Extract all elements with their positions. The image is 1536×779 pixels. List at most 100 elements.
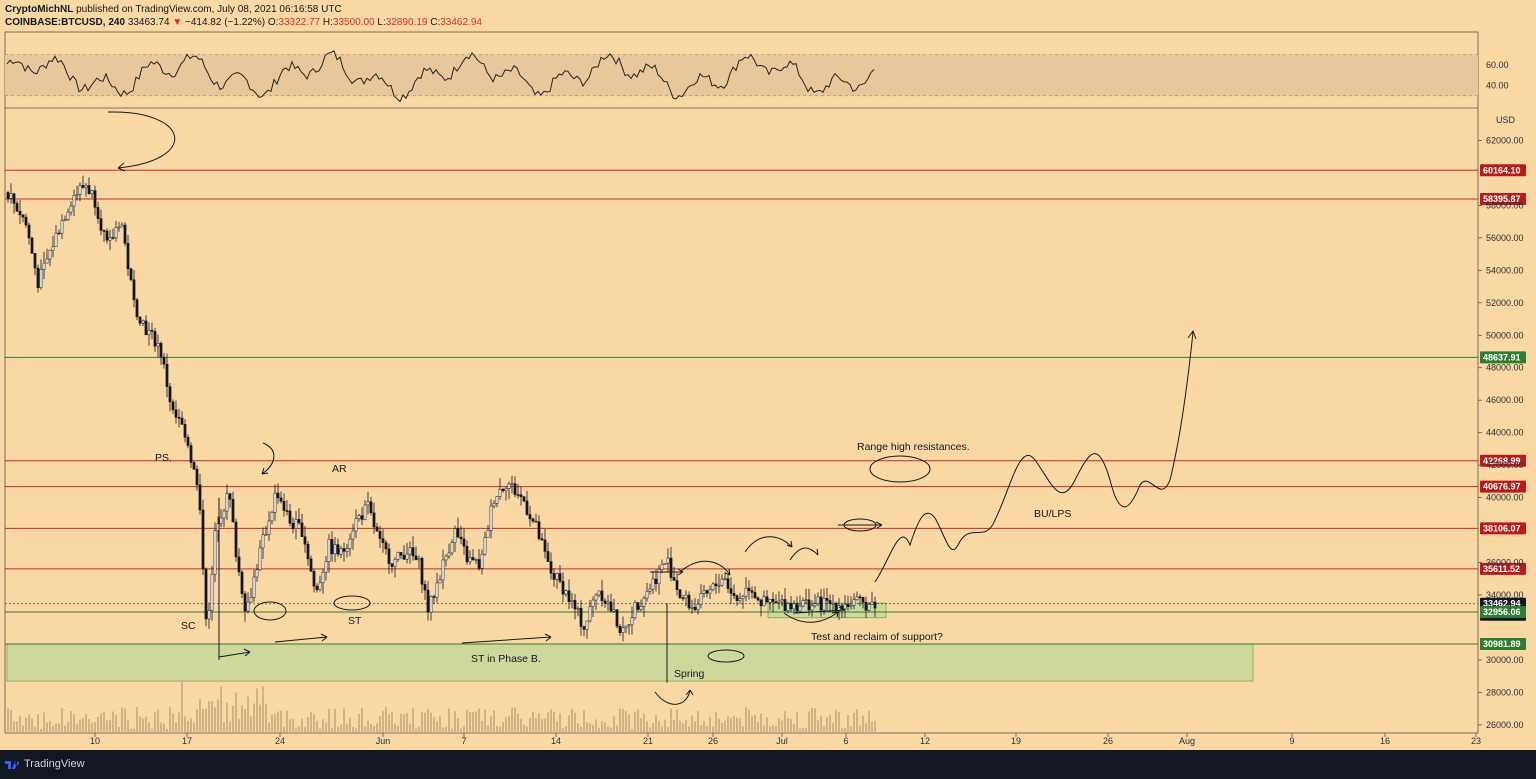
candle-body — [663, 562, 667, 565]
volume-bar — [643, 713, 645, 733]
y-tick-label: 52000.00 — [1486, 298, 1524, 308]
candle-body — [51, 246, 55, 251]
annotation-label: PS. — [155, 452, 172, 464]
y-tick-label: 56000.00 — [1486, 233, 1524, 243]
candle-body — [603, 600, 607, 604]
volume-bar — [469, 711, 471, 733]
author-name[interactable]: CryptoMichNL — [5, 4, 74, 15]
volume-bar — [88, 719, 90, 733]
volume-bar — [655, 715, 657, 733]
candle-body — [774, 601, 778, 604]
candle-body — [108, 237, 112, 241]
high-label: H: — [322, 17, 333, 28]
candle-body — [351, 530, 355, 540]
candle-body — [762, 596, 766, 607]
candle-body — [486, 530, 490, 538]
candle-body — [33, 253, 37, 269]
x-tick-label: 26 — [708, 736, 718, 746]
candle-body — [123, 224, 127, 244]
volume-bar — [157, 709, 159, 733]
candle-body — [321, 571, 325, 584]
candle-body — [591, 599, 595, 607]
volume-bar — [133, 728, 135, 733]
tradingview-logo-icon[interactable] — [5, 759, 21, 769]
candle-body — [129, 268, 133, 281]
candle-body — [222, 510, 226, 519]
candle-body — [411, 547, 415, 557]
candle-body — [345, 548, 349, 552]
candle-body — [780, 599, 784, 602]
price-tag-label: 38106.07 — [1483, 523, 1521, 533]
candle-body — [291, 522, 295, 530]
candle-body — [99, 218, 103, 231]
y-tick-label: 36000.00 — [1486, 558, 1524, 568]
candle-body — [855, 596, 859, 601]
candle-body — [150, 329, 154, 332]
candle-body — [210, 574, 214, 611]
volume-bar — [463, 725, 465, 733]
candle-body — [267, 520, 271, 535]
x-tick-label: Jul — [776, 736, 788, 746]
candle-body — [507, 483, 511, 489]
volume-bar — [808, 711, 810, 733]
volume-bar — [703, 721, 705, 733]
volume-bars — [7, 681, 876, 733]
volume-bar — [244, 709, 246, 733]
volume-bar — [691, 715, 693, 733]
volume-bar — [766, 717, 768, 733]
candle-body — [687, 594, 691, 609]
candle-body — [336, 544, 340, 555]
volume-bar — [223, 722, 225, 733]
candle-body — [870, 601, 874, 605]
volume-bar — [592, 724, 594, 733]
candle-body — [660, 564, 664, 570]
volume-bar — [565, 726, 567, 733]
open-label: O: — [267, 17, 279, 28]
x-tick-label: 10 — [90, 736, 100, 746]
candle-body — [741, 596, 745, 599]
volume-bar — [355, 728, 357, 733]
hand-drawn-arrow — [107, 111, 176, 172]
volume-bar — [190, 718, 192, 733]
volume-bar — [100, 713, 102, 733]
x-tick-label: 6 — [843, 736, 848, 746]
volume-bar — [352, 727, 354, 733]
volume-bar — [727, 716, 729, 733]
candle-body — [66, 211, 70, 220]
candle-body — [111, 237, 115, 239]
candle-body — [294, 519, 298, 530]
volume-bar — [79, 719, 81, 733]
volume-bar — [511, 707, 513, 733]
price-chart[interactable]: 60.00 40.00 60164.10 58395.87 48637.91 42268.… — [0, 0, 1536, 750]
candle-body — [378, 530, 382, 539]
candle-body — [570, 600, 574, 602]
candle-body — [234, 521, 238, 558]
candle-body — [24, 216, 28, 226]
y-tick-label: 44000.00 — [1486, 428, 1524, 438]
volume-bar — [127, 720, 129, 733]
volume-bar — [871, 721, 873, 733]
volume-bar — [292, 718, 294, 733]
candle-body — [534, 520, 538, 523]
candle-body — [366, 501, 370, 506]
volume-bar — [637, 708, 639, 733]
y-tick-label: 40000.00 — [1486, 493, 1524, 503]
symbol-label[interactable]: COINBASE:BTCUSD, 240 — [5, 17, 126, 28]
footer-brand[interactable]: TradingView — [24, 758, 85, 770]
hand-drawn-circle — [843, 518, 877, 532]
support-zone — [6, 643, 1254, 682]
volume-bar — [580, 726, 582, 733]
volume-bar — [784, 711, 786, 733]
volume-bar — [295, 728, 297, 733]
volume-bar — [742, 726, 744, 733]
candle-body — [714, 583, 718, 587]
volume-bar — [115, 715, 117, 733]
candle-body — [213, 530, 217, 575]
candle-body — [375, 526, 379, 532]
price-tag — [1480, 454, 1526, 467]
volume-bar — [706, 725, 708, 733]
volume-bar — [436, 720, 438, 733]
close-value: 33462.94 — [440, 17, 482, 28]
volume-bar — [541, 718, 543, 733]
volume-bar — [754, 714, 756, 733]
